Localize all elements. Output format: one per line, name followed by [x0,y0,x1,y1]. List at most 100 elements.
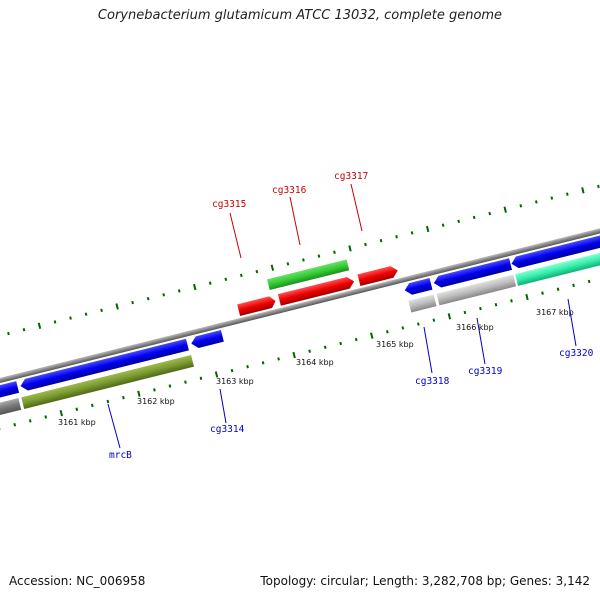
reverse-tick [354,337,358,342]
forward-tick [597,184,600,189]
gene-cg3314-arrow[interactable] [190,330,224,349]
forward-tick [84,312,88,316]
forward-tick [348,245,352,252]
kbp-label-3165: 3165 kbp [376,340,414,349]
label-cg3314[interactable]: cg3314 [210,424,245,435]
reverse-tick [246,364,249,369]
forward-tick [333,250,336,254]
leader-cg3315 [229,212,242,259]
leader-cg3319 [476,317,486,365]
reverse-tick [28,419,32,423]
reverse-tick [556,287,560,291]
label-cg3315[interactable]: cg3315 [212,199,246,210]
label-cg3317[interactable]: cg3317 [334,171,368,182]
reverse-tick [214,371,219,378]
gene-cg3318-bar[interactable] [408,294,437,313]
forward-tick [317,254,321,258]
reverse-tick [572,283,575,288]
forward-tick [425,225,430,233]
reverse-tick [525,293,529,301]
forward-tick [286,262,290,266]
kbp-label-3166: 3166 kbp [456,323,494,332]
forward-tick [255,269,259,274]
kbp-label-3162: 3162 kbp [137,397,175,406]
reverse-tick [199,376,203,380]
reverse-tick [385,330,389,334]
reverse-tick [494,303,498,307]
leader-cg3320 [567,298,577,347]
leader-mrcB [107,403,121,449]
kbp-label-3164: 3164 kbp [296,358,334,367]
forward-tick [457,219,461,223]
forward-tick [395,235,398,239]
forward-tick [131,300,134,305]
reverse-tick [339,341,343,346]
reverse-tick [122,395,125,400]
reverse-tick [44,415,48,419]
reverse-tick [587,279,591,284]
forward-tick [534,200,538,204]
reverse-tick [230,368,234,373]
forward-tick [270,264,275,271]
reverse-tick [308,349,312,353]
forward-tick [177,289,181,293]
leader-cg3318 [423,326,433,374]
reverse-tick [510,299,513,303]
forward-tick [566,192,569,196]
forward-tick [302,258,305,262]
reverse-tick [13,423,17,427]
genome-axis [0,201,600,410]
forward-tick [441,223,445,227]
leader-cg3316 [289,196,301,246]
leader-cg3317 [350,183,363,232]
kbp-label-3167: 3167 kbp [536,308,574,317]
label-cg3318[interactable]: cg3318 [415,376,450,387]
reverse-tick [541,291,544,295]
forward-tick [239,273,243,278]
gene-mrcB-bar[interactable] [21,354,194,409]
label-cg3316[interactable]: cg3316 [272,185,307,196]
leader-cg3314 [219,388,227,424]
forward-tick [519,204,523,208]
reverse-tick [370,332,374,339]
gene-left-edge-bar[interactable] [0,398,22,418]
forward-tick [53,320,57,324]
reverse-tick-track [0,279,591,431]
forward-tick [37,322,42,329]
forward-tick [503,206,507,213]
gene-cg3317-arrow[interactable] [357,265,399,286]
gene-mrcB-upper-arrow[interactable] [19,338,189,392]
gene-left-edge-arrow[interactable] [0,381,20,402]
gene-cg3315-arrow[interactable] [237,295,277,316]
genome-title: Corynebacterium glutamicum ATCC 13032, c… [97,8,503,23]
reverse-tick [137,390,141,397]
gene-cg3316-arrow[interactable] [277,276,356,306]
label-mrcB[interactable]: mrcB [109,450,132,461]
label-cg3319[interactable]: cg3319 [468,366,503,377]
reverse-tick [59,409,63,417]
kbp-label-3163: 3163 kbp [216,377,254,386]
forward-tick [364,242,367,247]
reverse-tick [447,313,452,320]
reverse-tick [432,318,436,322]
reverse-tick [417,322,420,326]
reverse-tick [90,403,94,408]
reverse-tick [75,407,79,411]
accession-text: Accession: NC_006958 [9,574,146,588]
forward-tick [69,316,72,320]
forward-tick [146,296,150,301]
reverse-tick [292,351,296,359]
gene-cg3320-arrow[interactable] [510,208,600,269]
gene-cg3316-bar[interactable] [267,259,350,291]
gene-cg3319-bar[interactable] [436,274,517,306]
gene-cg3319-arrow[interactable] [432,258,512,289]
gene-cg3318-arrow[interactable] [403,278,433,296]
label-cg3320[interactable]: cg3320 [559,348,594,359]
kbp-label-3161: 3161 kbp [58,418,96,427]
reverse-tick [261,361,265,365]
forward-tick [162,293,166,297]
reverse-tick [0,426,1,431]
gene-cg3320-bar[interactable] [515,224,600,286]
forward-tick [224,277,228,282]
